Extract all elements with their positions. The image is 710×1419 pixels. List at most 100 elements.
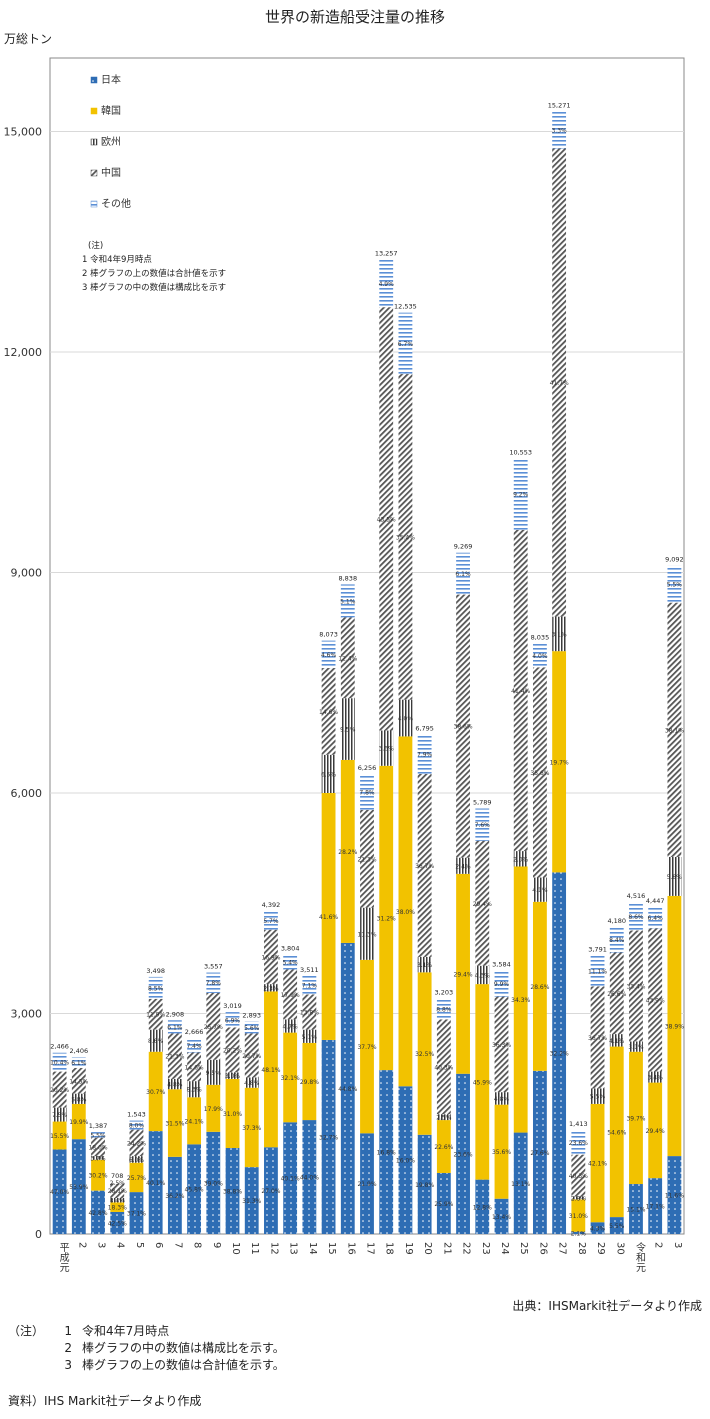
bar-segment-日本 <box>244 1167 259 1234</box>
bar-segment-日本 <box>667 1156 682 1234</box>
segment-label: 25.7% <box>127 1175 146 1182</box>
bar-segment-その他 <box>187 1038 202 1053</box>
bar-segment-韓国 <box>590 1103 605 1223</box>
segment-label: 17.9% <box>204 1106 223 1113</box>
segment-label: 8.5% <box>148 985 164 992</box>
bar-segment-中国 <box>148 998 163 1030</box>
bar-segment-韓国 <box>494 1104 509 1199</box>
segment-label: 2.3% <box>263 985 279 992</box>
footnote-number: 2 <box>64 1341 72 1355</box>
segment-label: 7.6% <box>475 822 491 829</box>
bar-segment-その他 <box>283 954 298 970</box>
bar-segment-韓国 <box>629 1051 643 1185</box>
bar-segment-その他 <box>571 1130 586 1155</box>
segment-label: 37.7% <box>357 1044 376 1051</box>
total-label: 6,795 <box>415 725 434 733</box>
segment-label: 36.3% <box>492 1042 511 1049</box>
segment-label: 29.8% <box>300 1079 319 1086</box>
segment-label: 7.9% <box>417 752 433 759</box>
bar-segment-中国 <box>129 1129 144 1157</box>
bar-segment-欧州 <box>321 754 336 793</box>
bar-segment-その他 <box>321 640 336 669</box>
segment-label: 20.2% <box>50 1087 69 1094</box>
bar-segment-韓国 <box>206 1084 221 1132</box>
x-tick-label: 令和元 <box>633 1241 645 1272</box>
y-tick-label: 3,000 <box>11 1008 43 1021</box>
segment-label: 31.5% <box>165 1121 184 1128</box>
bar-segment-中国 <box>110 1183 125 1198</box>
segment-label: 3.4% <box>648 1075 664 1082</box>
bar-segment-欧州 <box>91 1156 105 1160</box>
segment-label: 4.3% <box>590 1226 606 1233</box>
x-tick-label: 14 <box>307 1242 318 1255</box>
segment-label: 4.8% <box>494 1096 510 1103</box>
segment-label: 5.6% <box>244 1025 260 1032</box>
segment-label: 9.5% <box>340 727 356 734</box>
total-label: 3,804 <box>281 944 300 952</box>
bar-segment-韓国 <box>321 793 336 1040</box>
bar-segment-中国 <box>244 1033 259 1078</box>
segment-label: 5.8% <box>71 1096 87 1103</box>
segment-label: 32.7% <box>319 1134 338 1141</box>
bar-segment-日本 <box>648 1178 663 1234</box>
bar-segment-日本 <box>571 1231 586 1234</box>
segment-label: 3.6% <box>379 746 395 753</box>
segment-label: 5.1% <box>340 598 356 605</box>
segment-label: 2.5% <box>436 1115 452 1122</box>
segment-label: 20.7% <box>242 1053 261 1060</box>
segment-label: 6.1% <box>455 571 471 578</box>
total-label: 3,511 <box>300 966 319 974</box>
segment-label: 40.3% <box>569 1173 588 1180</box>
bar-segment-欧州 <box>590 1088 605 1104</box>
segment-label: 4.0% <box>532 653 548 660</box>
bar-segment-欧州 <box>225 1072 240 1079</box>
segment-label: 2.5% <box>110 1180 126 1187</box>
segment-label: 19.9% <box>69 1119 88 1126</box>
segment-label: 28.6% <box>530 984 549 991</box>
bar-segment-中国 <box>302 994 317 1030</box>
total-label: 2,406 <box>70 1047 89 1055</box>
bar-segment-その他 <box>456 552 470 595</box>
bar-segment-韓国 <box>302 1042 317 1121</box>
segment-label: 13.4% <box>492 1214 511 1221</box>
segment-label: 38.8% <box>223 1189 242 1196</box>
inner-note: 3 棒グラフの中の数値は構成比を示す <box>82 282 226 293</box>
bar-segment-欧州 <box>187 1081 202 1098</box>
segment-label: 41.7% <box>550 380 569 387</box>
segment-label: 43.9% <box>646 997 665 1004</box>
bar-segment-韓国 <box>264 991 278 1148</box>
segment-label: 15.5% <box>50 1133 69 1140</box>
segment-label: 5.7% <box>263 918 279 925</box>
segment-label: 8.6% <box>628 914 644 921</box>
y-tick-label: 15,000 <box>4 126 43 139</box>
bar-segment-日本 <box>590 1222 605 1234</box>
segment-label: 35.4% <box>396 534 415 541</box>
bar-segment-欧州 <box>494 1092 509 1105</box>
total-label: 15,271 <box>548 102 571 110</box>
bar-segment-その他 <box>667 565 682 603</box>
segment-label: 12.8% <box>473 1204 492 1211</box>
segment-label: 37.1% <box>127 1211 146 1218</box>
segment-label: 6.4% <box>648 915 664 922</box>
legend-swatch-韓国 <box>90 107 98 115</box>
bar-segment-中国 <box>225 1027 240 1073</box>
segment-label: 45.8% <box>185 1187 204 1194</box>
bar-segment-その他 <box>494 970 509 997</box>
bar-segment-中国 <box>532 667 547 878</box>
segment-label: 7.8% <box>206 980 222 987</box>
segment-label: 11.9% <box>146 1012 165 1019</box>
total-label: 3,791 <box>588 945 607 953</box>
bar-segment-日本 <box>379 1070 394 1234</box>
segment-label: 3.1% <box>628 1044 644 1051</box>
segment-label: 38.1% <box>665 727 684 734</box>
legend-swatch-中国 <box>90 169 98 177</box>
segment-label: 21.3% <box>357 856 376 863</box>
legend-label: 欧州 <box>101 136 121 148</box>
bar-segment-その他 <box>71 1057 86 1068</box>
bar-segment-その他 <box>264 911 278 930</box>
segment-label: 4.1% <box>532 887 548 894</box>
segment-label: 4.6% <box>321 652 337 659</box>
bar-segment-欧州 <box>244 1077 259 1088</box>
bar-segment-日本 <box>148 1131 163 1234</box>
segment-label: 38.6% <box>454 724 473 731</box>
